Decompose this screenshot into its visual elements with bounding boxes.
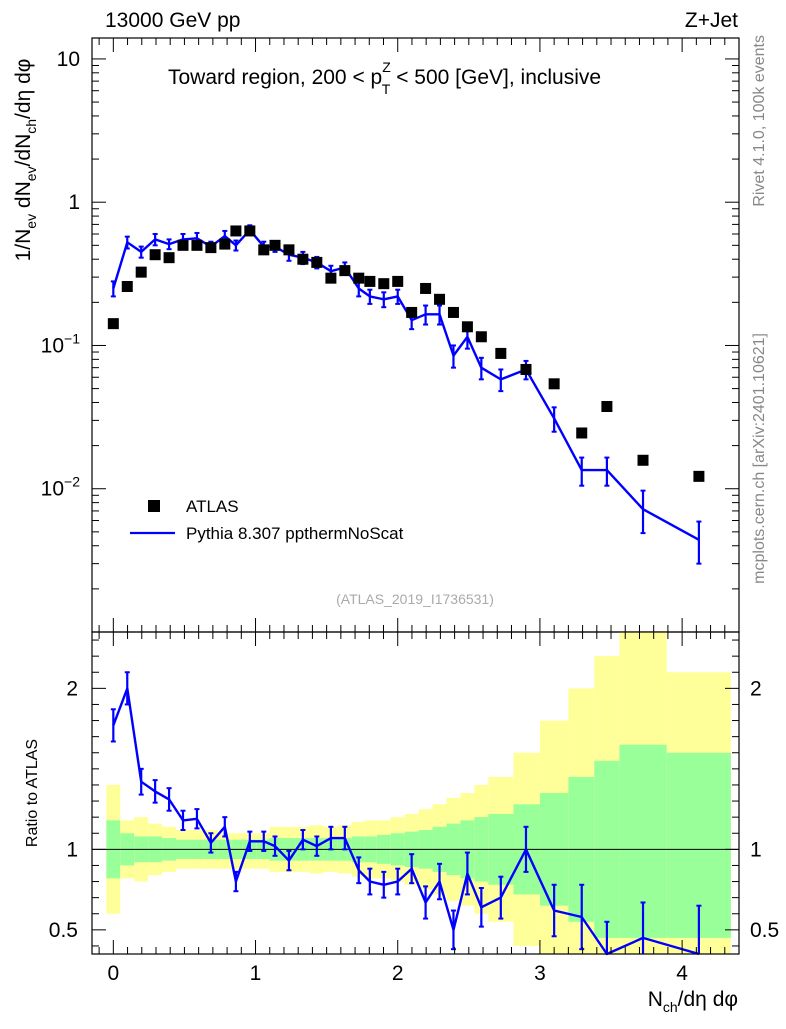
atlas-data-point bbox=[135, 266, 147, 278]
ratio-y-tick-label-right: 0.5 bbox=[750, 919, 779, 942]
atlas-data-point bbox=[177, 239, 189, 251]
atlas-data-point bbox=[297, 253, 309, 265]
atlas-data-point bbox=[353, 272, 365, 284]
x-tick-label: 4 bbox=[676, 962, 688, 985]
atlas-data-point bbox=[406, 306, 418, 318]
ratio-y-tick-label-right: 2 bbox=[750, 677, 762, 700]
ratio-frame bbox=[91, 631, 740, 955]
pythia-curve bbox=[112, 228, 700, 541]
main-panel: 10 1 10−1 10−2 Toward region, 200 < pZ T < 5… bbox=[12, 37, 740, 633]
atlas-data-point bbox=[548, 378, 560, 390]
atlas-data-point bbox=[693, 470, 705, 482]
atlas-data-point bbox=[311, 256, 323, 268]
atlas-data-point bbox=[601, 400, 613, 412]
atlas-data-point bbox=[269, 239, 281, 251]
atlas-data-point bbox=[378, 278, 390, 290]
main-title: Toward region, 200 < pZ T < 500 [GeV], in… bbox=[168, 59, 601, 97]
x-tick-label: 1 bbox=[250, 962, 262, 985]
main-y-tick-label: 10−2 bbox=[41, 474, 81, 501]
main-y-tick-label: 10 bbox=[57, 48, 80, 71]
mcplots-label: mcplots.cern.ch [arXiv:2401.10621] bbox=[751, 333, 768, 584]
ratio-y-tick-label-right: 1 bbox=[750, 838, 762, 861]
legend: ATLAS Pythia 8.307 ppthermNoScat bbox=[130, 497, 404, 543]
atlas-data-point bbox=[392, 275, 404, 287]
main-y-axis-label: 1/Nev dNev/dNch/dη dφ bbox=[12, 59, 39, 262]
atlas-data-point bbox=[258, 244, 270, 256]
ratio-y-tick-label-left: 1 bbox=[66, 838, 78, 861]
ratio-y-tick-label-left: 2 bbox=[66, 677, 78, 700]
atlas-data-point bbox=[149, 249, 161, 261]
atlas-data-point bbox=[191, 239, 203, 251]
atlas-data-point bbox=[283, 244, 295, 256]
atlas-data-point bbox=[475, 331, 487, 343]
atlas-data-point bbox=[205, 242, 217, 254]
x-tick-label: 3 bbox=[534, 962, 546, 985]
atlas-data-point bbox=[230, 225, 242, 237]
atlas-data-point bbox=[121, 280, 133, 292]
main-y-tick-label: 1 bbox=[68, 191, 80, 214]
ratio-panel: 2 2 1 1 0.5 0.5 0 1 2 3 4 Ratio to ATLAS Nch/dη d… bbox=[24, 631, 779, 1015]
atlas-data-point bbox=[339, 265, 351, 277]
atlas-data-point bbox=[163, 252, 175, 264]
atlas-data-point bbox=[576, 427, 588, 439]
ratio-y-axis-label: Ratio to ATLAS bbox=[24, 739, 41, 847]
ratio-y-tick-label-left: 0.5 bbox=[49, 919, 78, 942]
atlas-data-point bbox=[447, 306, 459, 318]
atlas-data-point bbox=[637, 454, 649, 466]
atlas-data-point bbox=[219, 238, 231, 250]
atlas-data-point bbox=[244, 225, 256, 237]
main-y-tick-label: 10−1 bbox=[41, 330, 81, 357]
legend-pythia-label: Pythia 8.307 ppthermNoScat bbox=[186, 524, 404, 543]
atlas-data-point bbox=[434, 293, 446, 305]
legend-atlas-label: ATLAS bbox=[186, 497, 239, 516]
atlas-data-point bbox=[420, 282, 432, 294]
atlas-data-point bbox=[520, 363, 532, 375]
atlas-data-point bbox=[461, 321, 473, 333]
process-label: Z+Jet bbox=[685, 9, 738, 32]
analysis-watermark: (ATLAS_2019_I1736531) bbox=[336, 591, 494, 607]
energy-label: 13000 GeV pp bbox=[105, 9, 240, 32]
atlas-data-point bbox=[495, 347, 507, 359]
ratio-curve bbox=[112, 687, 700, 956]
x-tick-label: 0 bbox=[107, 962, 119, 985]
x-tick-label: 2 bbox=[392, 962, 404, 985]
atlas-data-point bbox=[325, 272, 337, 284]
x-axis-label: Nch/dη dφ bbox=[648, 988, 738, 1015]
legend-atlas-marker bbox=[148, 500, 160, 512]
rivet-version-label: Rivet 4.1.0, 100k events bbox=[751, 35, 768, 207]
atlas-data-point bbox=[107, 318, 119, 330]
atlas-data-point bbox=[364, 275, 376, 287]
